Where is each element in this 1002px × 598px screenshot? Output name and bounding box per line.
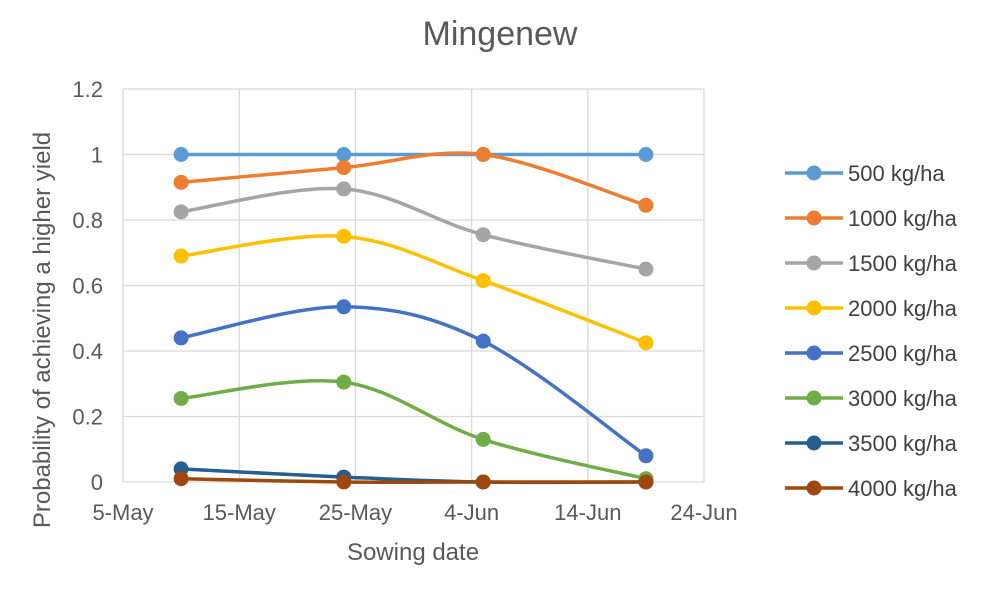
y-tick-label: 0.4 [72,339,103,364]
legend-swatch-marker [806,435,822,451]
legend-item: 4000 kg/ha [785,476,958,501]
data-point [475,474,491,490]
data-point [475,227,491,243]
data-point [336,147,352,162]
data-point [638,147,654,162]
legend-label: 1000 kg/ha [848,206,958,231]
data-point [173,471,189,487]
data-point [173,248,189,264]
data-point [638,448,654,464]
legend-item: 1500 kg/ha [785,251,958,276]
data-point [475,273,491,289]
series-1 [173,147,654,213]
chart-title: Mingenew [423,15,578,53]
data-point [475,431,491,447]
series-line [179,151,648,208]
series-3 [173,228,654,351]
series-line [179,378,648,481]
legend-label: 2500 kg/ha [848,341,958,366]
y-tick-label: 1 [91,143,103,168]
grid-lines [122,88,705,483]
data-point [173,147,189,162]
data-point [638,261,654,277]
series-5 [173,374,654,487]
legend-item: 3000 kg/ha [785,386,958,411]
legend-item: 1000 kg/ha [785,206,958,231]
y-tick-label: 0.8 [72,208,103,233]
y-tick-label: 1.2 [72,77,103,102]
series-7 [173,471,654,490]
legend-swatch-marker [806,255,822,271]
series-line [179,305,648,458]
data-point [336,181,352,197]
data-point [638,197,654,213]
y-tick-label: 0.6 [72,274,103,299]
data-point [638,474,654,490]
y-tick-label: 0 [91,470,103,495]
legend-swatch-marker [806,210,822,226]
series-line [179,186,648,271]
series-line [179,234,648,345]
series-2 [173,181,654,277]
legend-swatch-marker [806,390,822,406]
data-point [475,147,491,162]
data-point [173,330,189,346]
legend-item: 3500 kg/ha [785,431,958,456]
data-point [336,374,352,390]
data-point [173,390,189,406]
legend-swatch-marker [806,165,822,181]
x-tick-label: 14-Jun [554,500,621,525]
data-point [173,204,189,220]
x-tick-label: 5-May [92,500,153,525]
legend-label: 1500 kg/ha [848,251,958,276]
y-axis-ticks: 0 0.2 0.4 0.6 0.8 1 1.2 [72,77,103,495]
data-point [638,335,654,351]
x-tick-label: 25-May [319,500,392,525]
series-4 [173,299,654,464]
data-point [336,474,352,490]
data-point [173,174,189,190]
legend-swatch-marker [806,345,822,361]
data-point [475,333,491,349]
legend: 500 kg/ha 1000 kg/ha 1500 kg/ha 2000 kg/ha 2… [785,161,958,501]
y-tick-label: 0.2 [72,405,103,430]
legend-label: 3500 kg/ha [848,431,958,456]
series-0 [173,147,654,162]
x-tick-label: 24-Jun [670,500,737,525]
legend-label: 4000 kg/ha [848,476,958,501]
x-tick-label: 15-May [203,500,276,525]
series-layer [173,147,654,490]
legend-item: 500 kg/ha [785,161,945,186]
x-axis-label: Sowing date [347,539,479,566]
legend-label: 3000 kg/ha [848,386,958,411]
legend-item: 2500 kg/ha [785,341,958,366]
legend-swatch-marker [806,480,822,496]
legend-label: 2000 kg/ha [848,296,958,321]
legend-label: 500 kg/ha [848,161,945,186]
series-line [179,476,648,484]
y-axis-label: Probability of achieving a higher yield [29,132,56,528]
data-point [336,228,352,244]
x-axis-ticks: 5-May 15-May 25-May 4-Jun 14-Jun 24-Jun [92,500,737,525]
legend-item: 2000 kg/ha [785,296,958,321]
x-tick-label: 4-Jun [444,500,499,525]
data-point [336,160,352,176]
data-point [336,299,352,315]
legend-swatch-marker [806,300,822,316]
